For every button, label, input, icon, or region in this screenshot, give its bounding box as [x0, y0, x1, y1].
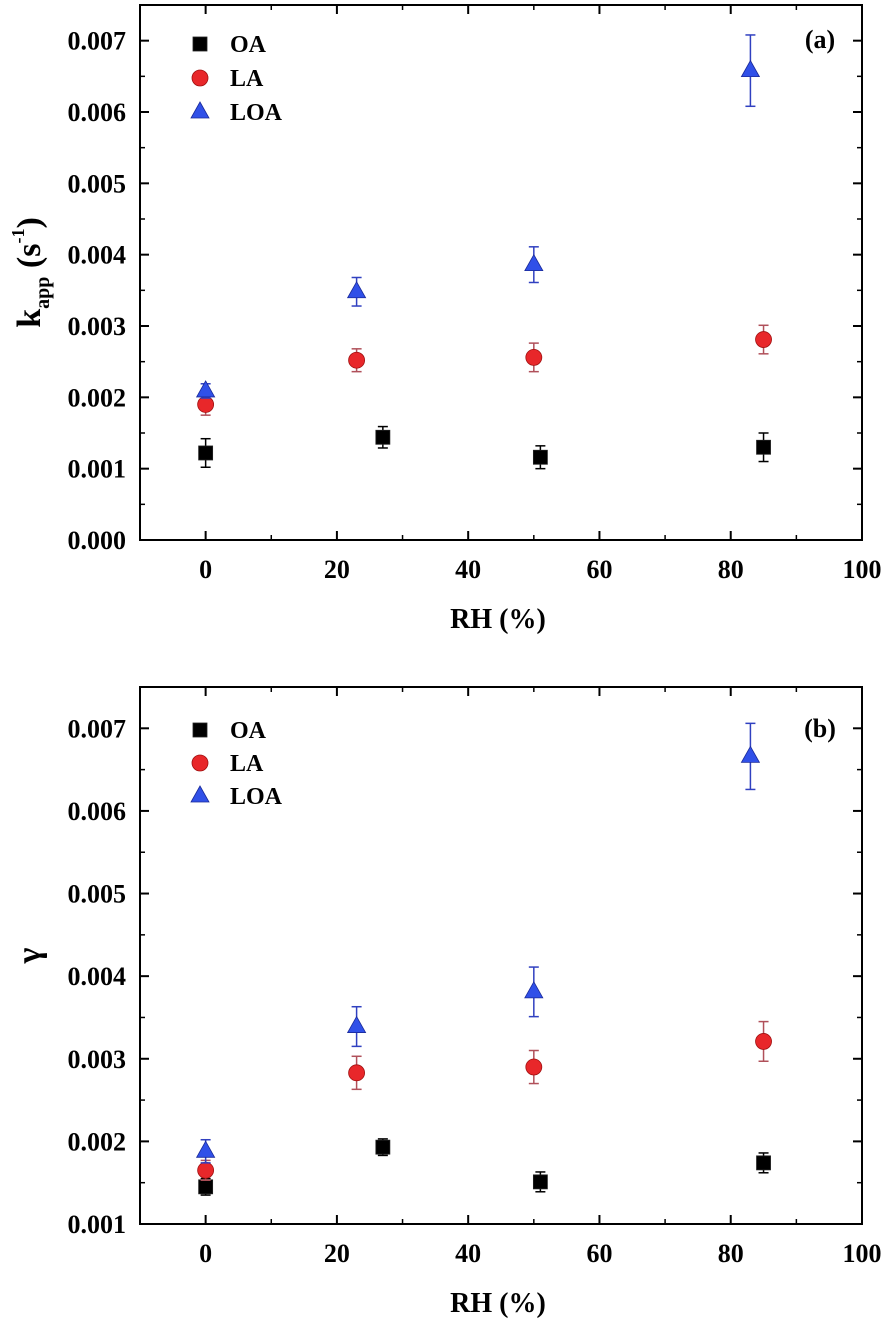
- legend-marker-loa: [190, 101, 210, 119]
- x-tick-label: 0: [199, 1239, 212, 1268]
- y-tick-label: 0.006: [68, 98, 127, 127]
- data-point-oa: [756, 1155, 771, 1171]
- x-tick-label: 60: [586, 555, 612, 584]
- x-axis-title: RH (%): [450, 1288, 546, 1319]
- y-axis-title-sub: app: [32, 277, 54, 309]
- data-point-la: [525, 348, 543, 366]
- data-point-la: [197, 1161, 215, 1179]
- x-tick-label: 40: [455, 555, 481, 584]
- y-tick-label: 0.005: [68, 169, 127, 198]
- y-axis-title-main: k: [11, 309, 48, 328]
- legend-marker-oa: [192, 36, 208, 52]
- series-loa: [195, 34, 761, 399]
- data-point-oa: [532, 449, 548, 465]
- series-la: [197, 1020, 772, 1181]
- y-tick-label: 0.006: [68, 797, 127, 826]
- y-axis-title-unit-sup: -1: [8, 229, 28, 244]
- legend-label-loa: LOA: [230, 100, 283, 126]
- panel-label: (b): [804, 714, 836, 743]
- data-point-oa: [375, 429, 391, 445]
- panel-a: 0 20 40 60 80 100 0.000 0.001 0.002 0.003 0.004 0.0…: [8, 4, 882, 635]
- data-point-loa: [195, 380, 216, 398]
- legend-marker-oa: [192, 722, 208, 738]
- legend-label-oa: OA: [230, 718, 267, 744]
- data-point-oa: [198, 1179, 214, 1195]
- data-point-la: [755, 1033, 772, 1050]
- x-tick-label: 80: [718, 555, 744, 584]
- legend-label-la: LA: [230, 66, 264, 92]
- y-tick-label: 0.004: [68, 241, 127, 270]
- legend-label-la: LA: [230, 751, 264, 777]
- series-oa: [198, 425, 771, 470]
- legend-marker-loa: [190, 785, 210, 803]
- data-point-loa: [740, 745, 761, 763]
- x-tick-label: 60: [586, 1239, 612, 1268]
- x-tick-label: 0: [199, 555, 212, 584]
- x-tick-label: 40: [455, 1239, 481, 1268]
- y-tick-label: 0.004: [68, 962, 127, 991]
- data-point-la: [348, 351, 366, 369]
- y-tick-label: 0.005: [68, 880, 127, 909]
- plot-frame: [139, 4, 863, 541]
- x-tick-label: 80: [718, 1239, 744, 1268]
- legend-marker-la: [191, 754, 209, 772]
- data-point-oa: [375, 1139, 391, 1155]
- data-point-oa: [198, 445, 214, 461]
- data-point-oa: [756, 439, 771, 455]
- series-la: [197, 324, 772, 416]
- x-tick-label: 100: [843, 1239, 882, 1268]
- y-axis-title-unit-close: ): [11, 217, 48, 228]
- legend-marker-la: [191, 69, 209, 87]
- y-tick-label: 0.007: [68, 27, 127, 56]
- y-tick-label: 0.001: [68, 1210, 127, 1239]
- y-tick-label: 0.003: [68, 1045, 127, 1074]
- y-axis-title: kapp (s-1): [8, 217, 54, 328]
- data-point-loa: [346, 1015, 367, 1033]
- y-axis-title-unit-open: (s: [11, 244, 48, 277]
- y-tick-label: 0.007: [68, 714, 127, 743]
- series-oa: [198, 1138, 771, 1196]
- legend-label-loa: LOA: [230, 784, 283, 810]
- y-tick-label: 0.001: [68, 455, 127, 484]
- data-point-loa: [524, 981, 544, 999]
- data-point-oa: [532, 1174, 548, 1190]
- series-loa: [195, 722, 761, 1164]
- data-point-la: [197, 396, 215, 413]
- panel-label: (a): [805, 25, 835, 54]
- data-point-loa: [740, 59, 761, 78]
- data-point-loa: [346, 280, 367, 299]
- x-tick-label: 20: [324, 555, 350, 584]
- data-point-la: [525, 1058, 543, 1076]
- plot-frame: [139, 686, 863, 1225]
- y-tick-label: 0.000: [68, 526, 127, 555]
- y-tick-label: 0.003: [68, 312, 127, 341]
- y-axis-title: γ: [11, 947, 48, 964]
- y-tick-label: 0.002: [68, 1127, 127, 1156]
- data-point-loa: [524, 253, 544, 272]
- data-point-la: [348, 1064, 366, 1082]
- y-axis-title-main: γ: [11, 947, 48, 964]
- y-tick-label: 0.002: [68, 383, 127, 412]
- x-tick-label: 20: [324, 1239, 350, 1268]
- data-point-loa: [195, 1140, 216, 1158]
- legend-label-oa: OA: [230, 32, 267, 58]
- data-point-la: [755, 331, 772, 348]
- x-tick-label: 100: [843, 555, 882, 584]
- panel-b: 0 20 40 60 80 100 0.001 0.002 0.003 0.004 0.005 0.0…: [11, 686, 882, 1319]
- x-axis-title: RH (%): [450, 604, 546, 635]
